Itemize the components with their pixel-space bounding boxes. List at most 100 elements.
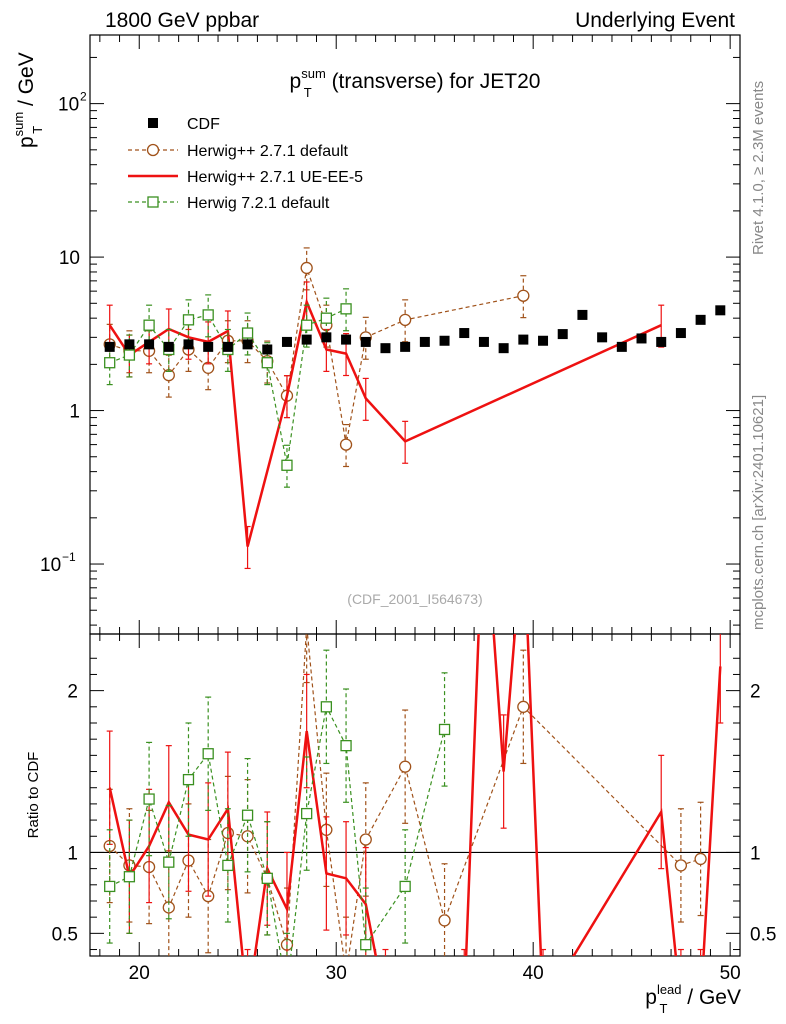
ratio-data-point [202, 748, 214, 760]
cdf-data-point [183, 339, 194, 350]
ratio-data-point [301, 807, 313, 820]
cdf-data-point [518, 334, 529, 345]
legend-label-herwigpp-ue: Herwig++ 2.7.1 UE-EE-5 [187, 169, 363, 186]
main-data-point [320, 312, 333, 324]
main-data-point [300, 261, 313, 275]
x-tick-label: 20 [129, 963, 150, 984]
x-tick-label: 50 [720, 963, 741, 984]
ratio-data-point [694, 852, 707, 866]
ratio-axes: 20 30 40 50 0.5 0.5 1 1 2 2 [52, 634, 776, 984]
cdf-data-point [715, 305, 726, 316]
y-tick-label: 10 [58, 95, 79, 116]
legend-marker-herwig7-default [147, 196, 159, 208]
cdf-data-point [478, 336, 489, 347]
legend-marker-cdf [148, 118, 158, 128]
main-data-point [301, 319, 313, 331]
ratio-series-line [109, 704, 446, 956]
y-tick-label: 10 [40, 555, 61, 576]
main-data-point [123, 349, 136, 361]
cdf-data-point [557, 329, 568, 340]
header-right: Underlying Event [575, 9, 735, 32]
cdf-data-point [577, 309, 588, 320]
ratio-data-point [438, 914, 451, 927]
ratio-data-point [320, 701, 333, 713]
main-data-point [261, 357, 273, 369]
ratio-data-point [340, 739, 352, 752]
mcplots-label: mcplots.cern.ch [arXiv:2401.10621] [750, 395, 767, 630]
cdf-data-point [203, 341, 214, 352]
y-tick-label: 0.5 [750, 924, 776, 945]
ratio-data-point [359, 833, 372, 846]
main-data-point [399, 313, 412, 327]
cdf-data-point [222, 341, 233, 352]
main-data-point [143, 319, 155, 331]
ratio-data-point [282, 985, 292, 995]
legend: CDF Herwig++ 2.7.1 default Herwig++ 2.7.… [128, 116, 363, 212]
cdf-data-point [400, 341, 411, 352]
y-tick-label: 2 [67, 682, 78, 703]
cdf-data-point [124, 339, 135, 350]
main-series-line [108, 297, 662, 547]
cdf-data-point [301, 334, 312, 345]
cdf-data-point [439, 335, 450, 346]
main-data-point [241, 327, 254, 339]
cdf-data-point [144, 339, 155, 350]
ratio-data-point [399, 760, 412, 773]
main-data-point [104, 357, 116, 369]
legend-label-herwig7-default: Herwig 7.2.1 default [187, 195, 330, 212]
legend-label-cdf: CDF [187, 116, 220, 133]
ratio-data-point [399, 880, 411, 893]
main-y-axis-label: psum T / GeV [11, 52, 45, 148]
rivet-version-label: Rivet 4.1.0, ≥ 2.3M events [750, 81, 767, 255]
cdf-data-point [321, 332, 332, 343]
main-data-point [339, 438, 353, 451]
cdf-data-point [656, 336, 667, 347]
cdf-data-point [262, 344, 273, 355]
cdf-data-point [104, 341, 115, 352]
ratio-data-point [222, 859, 234, 872]
cdf-data-point [538, 335, 549, 346]
cdf-data-point [498, 343, 509, 354]
ratio-data-point [360, 939, 372, 951]
cdf-data-point [675, 328, 686, 339]
cdf-data-point [281, 336, 292, 347]
cdf-data-point [636, 333, 647, 344]
cdf-data-point [597, 332, 608, 343]
main-data-layer [103, 247, 726, 570]
ratio-data-point [143, 793, 155, 805]
cdf-data-point [360, 336, 371, 347]
main-data-point [182, 314, 195, 326]
cdf-data-point [419, 336, 430, 347]
ratio-data-point [261, 872, 273, 884]
analysis-watermark: (CDF_2001_I564673) [347, 591, 482, 607]
y-tick-label: 1 [69, 402, 80, 423]
ratio-data-layer [103, 620, 724, 995]
ratio-data-point [163, 856, 175, 868]
y-tick-label: 2 [750, 682, 761, 703]
ratio-data-point [241, 809, 254, 821]
y-tick-label: −1 [62, 550, 76, 564]
y-tick-label: 0.5 [52, 924, 78, 945]
legend-marker-herwigpp-default [146, 143, 160, 157]
cdf-data-point [242, 339, 253, 350]
ratio-series-line [108, 634, 722, 956]
legend-label-herwigpp-default: Herwig++ 2.7.1 default [187, 143, 349, 160]
x-tick-label: 40 [523, 963, 544, 984]
ratio-panel-frame [89, 633, 741, 957]
cdf-data-point [341, 334, 352, 345]
ratio-data-point [438, 723, 451, 736]
ratio-data-point [301, 620, 312, 631]
cdf-data-point [163, 341, 174, 352]
ratio-y-axis-label: Ratio to CDF [25, 752, 42, 839]
cdf-data-point [459, 328, 470, 339]
header-left: 1800 GeV ppbar [105, 9, 259, 32]
x-axis-label: plead T / GeV [645, 982, 741, 1016]
x-tick-label: 30 [326, 963, 347, 984]
ratio-data-point [182, 773, 195, 786]
ratio-data-point [104, 880, 116, 893]
y-tick-label: 1 [67, 843, 78, 864]
y-tick-label: 10 [59, 248, 80, 269]
main-data-point [517, 289, 530, 302]
